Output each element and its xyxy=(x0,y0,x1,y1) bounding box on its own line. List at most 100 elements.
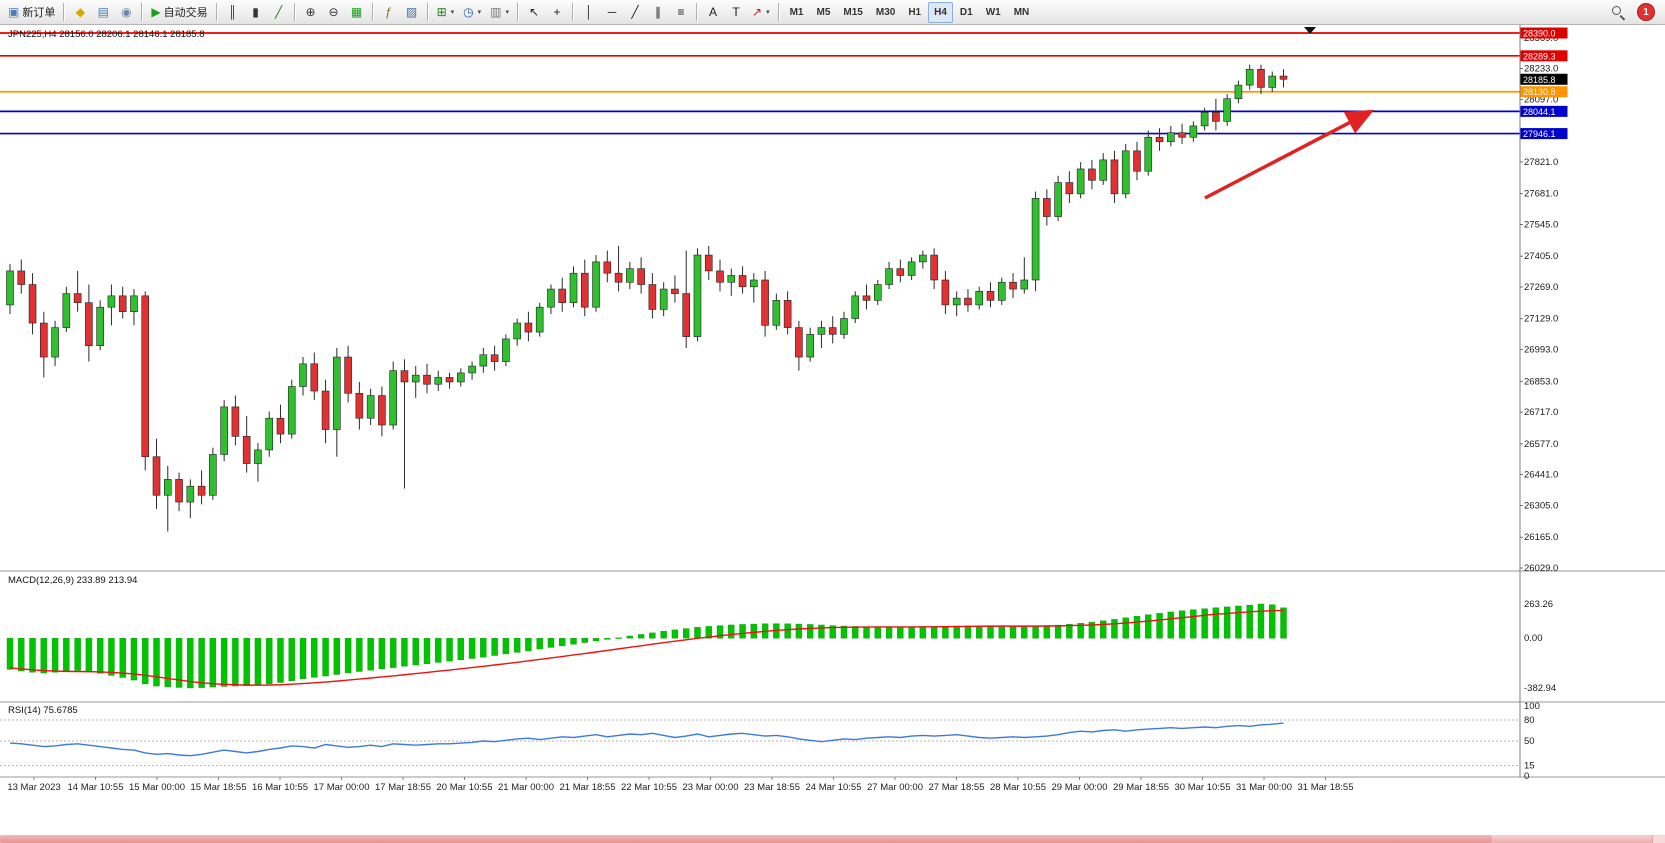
scrollbar-right-button[interactable] xyxy=(1652,835,1665,843)
candle-bearish xyxy=(28,284,37,324)
macd-tick-label: 0.00 xyxy=(1524,633,1543,644)
macd-histogram-bar xyxy=(818,624,825,639)
trendline-icon[interactable]: ╱ xyxy=(624,2,646,23)
fibonacci-icon[interactable]: ≡ xyxy=(670,2,692,23)
macd-histogram-bar xyxy=(1009,625,1017,639)
charts-icon[interactable]: ◆ xyxy=(69,2,91,23)
search-icon[interactable] xyxy=(1607,2,1629,23)
macd-histogram-bar xyxy=(750,623,758,639)
arrows-icon[interactable]: ↗ ▾ xyxy=(748,2,774,23)
macd-histogram-bar xyxy=(1178,610,1186,639)
tile-windows-icon[interactable]: ▦ xyxy=(346,2,368,23)
macd-histogram-bar xyxy=(1235,605,1242,639)
timeframe-d1-button[interactable]: D1 xyxy=(954,2,979,23)
line-chart-icon[interactable]: ╱ xyxy=(268,2,290,23)
chart-background xyxy=(0,25,1665,835)
rsi-tick-label: 80 xyxy=(1524,715,1535,726)
timeframe-m5-button[interactable]: M5 xyxy=(811,2,837,23)
macd-histogram-bar xyxy=(85,638,93,672)
candle-bearish xyxy=(1155,136,1164,143)
candle-bullish xyxy=(333,356,341,430)
candle-bullish xyxy=(547,288,555,308)
candle-bearish xyxy=(152,456,161,496)
text-icon-glyph: A xyxy=(709,5,718,19)
macd-histogram-bar xyxy=(175,638,183,688)
text-icon[interactable]: A xyxy=(702,2,724,23)
candle-bearish xyxy=(73,293,82,303)
macd-histogram-bar xyxy=(806,624,814,639)
macd-histogram-bar xyxy=(468,638,476,659)
price-tick-label: 26029.0 xyxy=(1524,563,1558,574)
notification-badge[interactable]: 1 xyxy=(1637,3,1655,21)
horizontal-scrollbar[interactable] xyxy=(0,835,1665,843)
macd-histogram-bar xyxy=(705,626,712,639)
candle-bullish xyxy=(817,327,826,335)
auto-trading-icon: ▶ xyxy=(151,5,161,19)
scrollbar-thumb[interactable] xyxy=(0,835,1492,843)
crosshair-icon[interactable]: + xyxy=(546,2,568,23)
macd-histogram-bar xyxy=(491,638,498,656)
time-tick-label: 28 Mar 10:55 xyxy=(990,782,1046,793)
trend-arrow-annotation[interactable] xyxy=(1204,109,1375,200)
timeframe-h4-button[interactable]: H4 xyxy=(928,1,953,23)
macd-histogram-bar xyxy=(547,638,555,648)
price-tick-label: 27821.0 xyxy=(1524,157,1558,168)
price-badge-label: 28130.8 xyxy=(1523,87,1556,97)
candle-bearish xyxy=(1009,281,1017,290)
vertical-line-icon[interactable]: │ xyxy=(578,2,600,23)
candle-bearish xyxy=(580,272,589,308)
candle-bullish xyxy=(1268,75,1277,88)
new-chart-button[interactable]: ⊞ ▾ xyxy=(433,2,459,23)
price-tick-label: 27545.0 xyxy=(1524,219,1558,230)
text-label-icon[interactable]: T xyxy=(725,2,747,23)
profiles-icon[interactable]: ▤ xyxy=(92,2,114,23)
candle-bearish xyxy=(986,291,995,301)
timeframe-m1-button[interactable]: M1 xyxy=(784,2,810,23)
zoom-in-icon-glyph: ⊕ xyxy=(305,5,316,19)
timeframe-m15-button[interactable]: M15 xyxy=(837,2,868,23)
macd-histogram-bar xyxy=(423,638,431,664)
candle-bullish xyxy=(1234,84,1243,100)
candle-bullish xyxy=(659,288,668,310)
profiles-icon-glyph: ▤ xyxy=(97,5,110,19)
candle-bearish xyxy=(783,300,792,328)
macd-histogram-bar xyxy=(581,638,588,643)
toolbar-separator xyxy=(426,3,429,21)
snapshot-icon[interactable]: ▥ ▾ xyxy=(486,2,513,23)
chart-legend: JPN225,H4 28156.0 28206.1 28146.1 28185.… xyxy=(8,29,205,40)
timeframe-w1-button[interactable]: W1 xyxy=(980,2,1007,23)
time-tick-label: 13 Mar 2023 xyxy=(7,782,60,793)
macd-tick-label: -382.94 xyxy=(1524,683,1556,694)
alerts-icon[interactable]: ◉ xyxy=(115,2,137,23)
cursor-icon[interactable]: ↖ xyxy=(523,2,545,23)
new-order-button[interactable]: ▣ 新订单 xyxy=(4,2,59,23)
macd-histogram-bar xyxy=(1077,623,1084,639)
zoom-in-icon[interactable]: ⊕ xyxy=(300,2,322,23)
indicators-icon[interactable]: ƒ xyxy=(378,2,400,23)
toolbar-separator xyxy=(215,3,218,21)
candle-bullish xyxy=(411,374,420,383)
macd-histogram-bar xyxy=(243,638,250,686)
time-tick-label: 30 Mar 10:55 xyxy=(1175,782,1231,793)
timeframe-mn-button[interactable]: MN xyxy=(1008,2,1036,23)
chart-shift-marker-icon[interactable] xyxy=(1304,27,1316,34)
bars-chart-icon[interactable]: ║ xyxy=(222,2,244,23)
period-clock-icon[interactable]: ◷ ▾ xyxy=(459,2,485,23)
channel-icon[interactable]: ∥ xyxy=(647,2,669,23)
candle-bearish xyxy=(1279,75,1288,80)
timeframe-m30-button[interactable]: M30 xyxy=(870,2,901,23)
macd-histogram-bar xyxy=(266,638,273,685)
candle-bearish xyxy=(175,479,183,503)
macd-histogram-bar xyxy=(187,638,194,689)
time-tick-label: 17 Mar 00:00 xyxy=(314,782,370,793)
zoom-out-icon[interactable]: ⊖ xyxy=(323,2,345,23)
auto-trading-button[interactable]: ▶ 自动交易 xyxy=(147,2,211,23)
timeframe-h1-button[interactable]: H1 xyxy=(902,2,927,23)
macd-histogram-bar xyxy=(29,638,36,673)
templates-icon[interactable]: ▨ xyxy=(401,2,423,23)
candlestick-chart-icon[interactable]: ▮ xyxy=(245,2,267,23)
horizontal-line-icon[interactable]: ─ xyxy=(601,2,623,23)
candle-bullish xyxy=(919,254,927,263)
price-badge-label: 28044.1 xyxy=(1523,107,1556,117)
